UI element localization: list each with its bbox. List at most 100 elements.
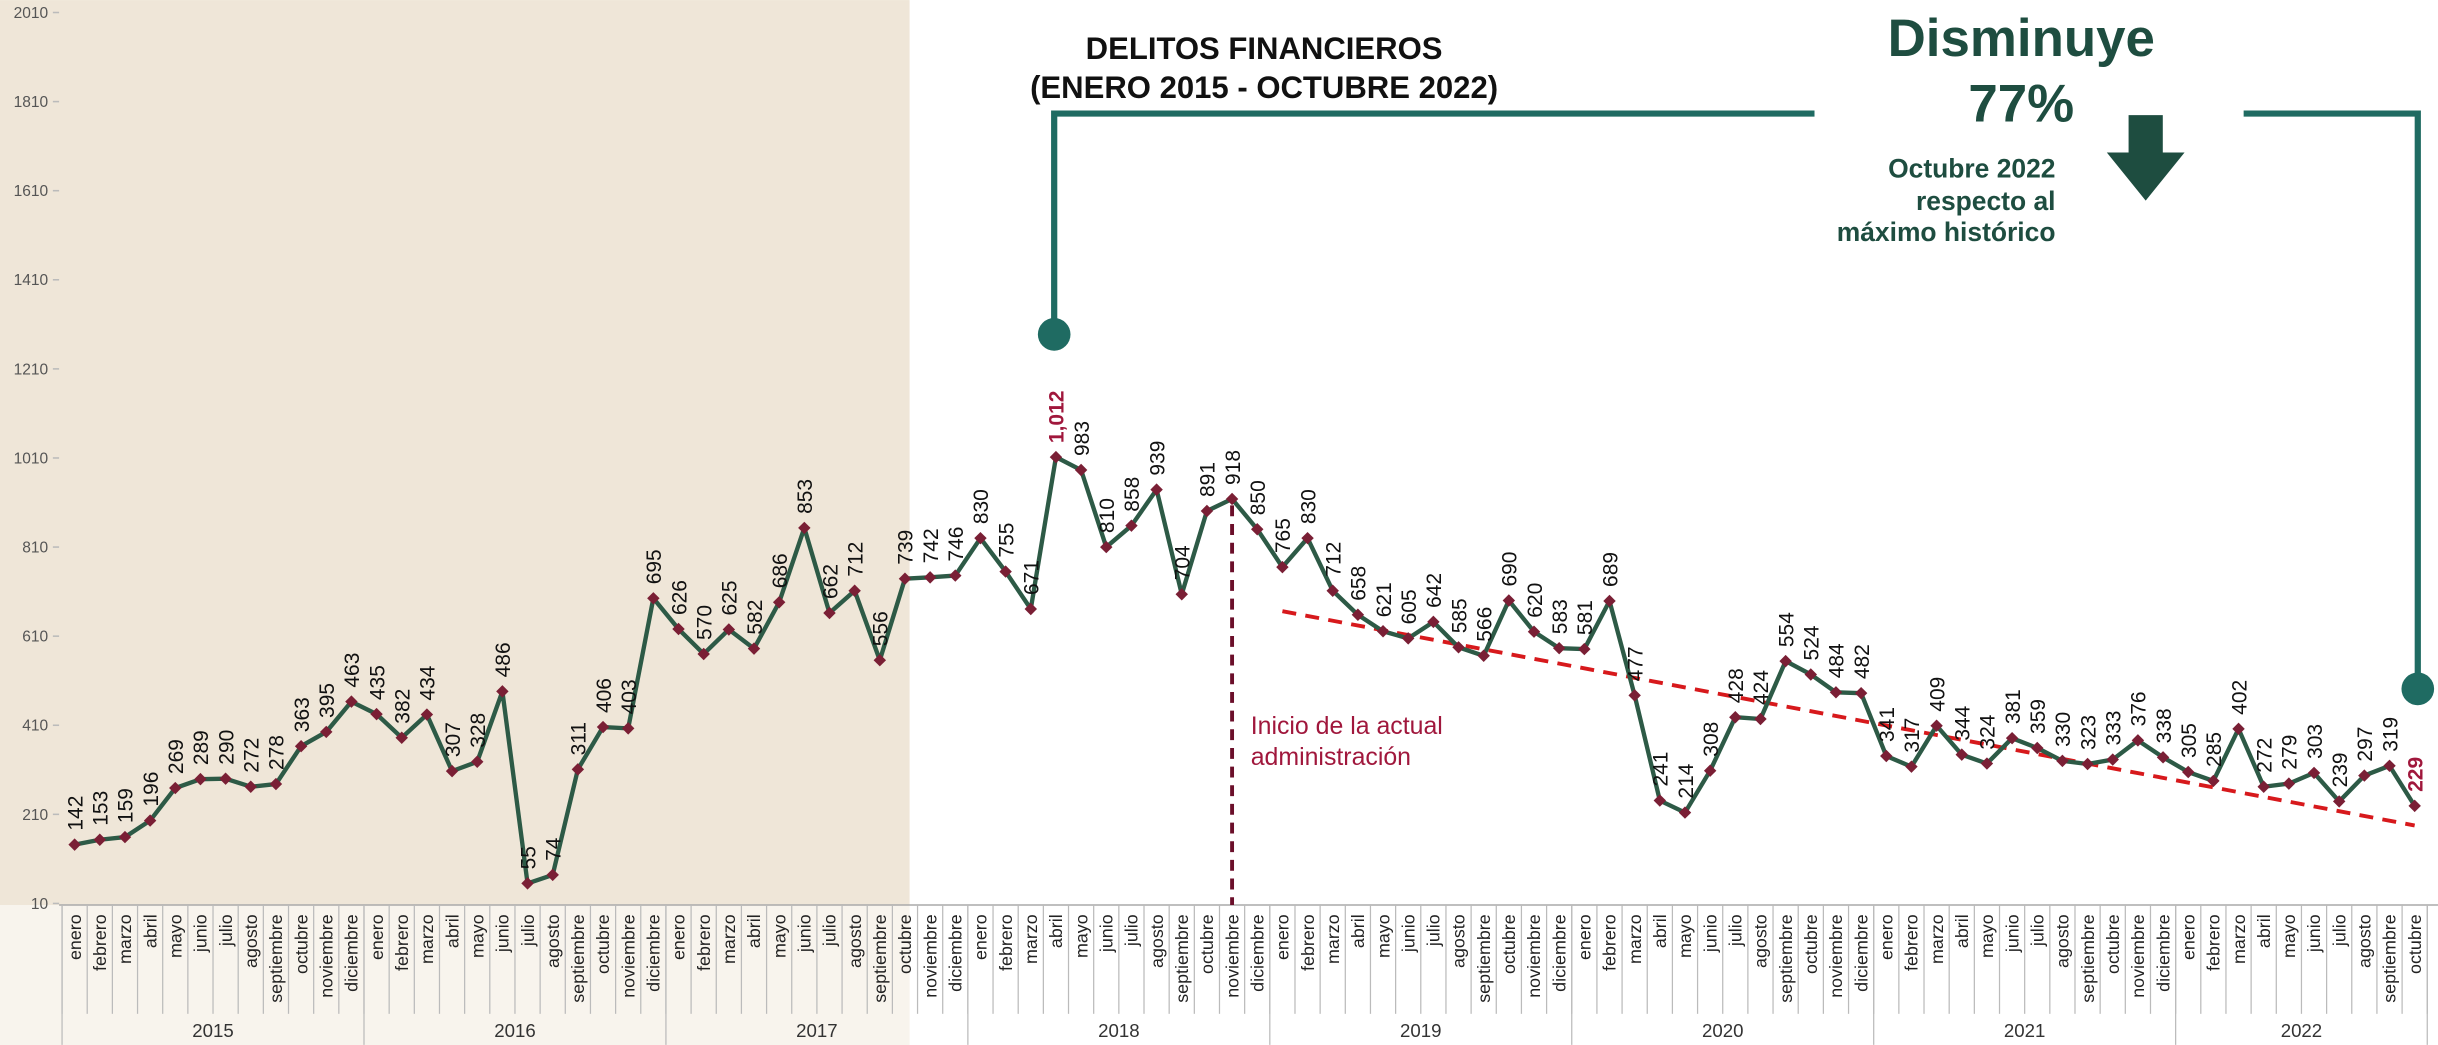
x-tick-label: agosto <box>2355 914 2375 968</box>
data-label: 229 <box>2404 757 2427 792</box>
data-label: 290 <box>215 730 238 765</box>
x-tick-label: abril <box>442 914 462 948</box>
x-tick-label: marzo <box>417 914 437 964</box>
data-label: 671 <box>1021 560 1044 595</box>
data-label: 712 <box>1322 542 1345 577</box>
data-label: 739 <box>895 530 918 565</box>
data-label: 477 <box>1624 646 1647 681</box>
data-label: 278 <box>266 735 289 770</box>
data-label: 272 <box>2253 738 2276 773</box>
data-point <box>1376 625 1390 638</box>
data-label: 55 <box>517 846 540 869</box>
note-line: respecto al <box>1916 186 2056 216</box>
data-point <box>1980 757 1994 770</box>
data-label: 566 <box>1473 607 1496 642</box>
note-line: máximo histórico <box>1837 217 2056 247</box>
data-label: 406 <box>593 678 616 713</box>
x-tick-label: abril <box>140 914 160 948</box>
data-label: 153 <box>90 791 113 826</box>
data-line <box>74 454 2417 886</box>
data-point <box>1754 712 1767 726</box>
x-tick-label: agosto <box>241 914 261 968</box>
x-tick-label: febrero <box>1600 914 1620 971</box>
x-tick-label: enero <box>2178 914 2198 960</box>
data-label: 424 <box>1750 670 1773 705</box>
data-label: 554 <box>1775 612 1798 647</box>
x-tick-label: febrero <box>392 914 412 971</box>
x-tick-label: septiembre <box>870 914 890 1002</box>
annotation: Inicio de la actual <box>1251 712 1443 740</box>
x-tick-label: febrero <box>2204 914 2224 971</box>
x-tick-label: mayo <box>1071 914 1091 958</box>
x-tick-label: octubre <box>1801 914 1821 974</box>
data-label: 918 <box>1222 450 1245 485</box>
x-tick-label: diciembre <box>1247 914 1267 992</box>
data-point <box>2081 757 2094 771</box>
data-label: 381 <box>2002 689 2025 724</box>
data-label: 341 <box>1876 707 1899 742</box>
data-label: 196 <box>140 772 163 807</box>
data-label: 344 <box>1952 705 1975 740</box>
x-tick-label: abril <box>1650 914 1670 948</box>
y-tick-label: 1410 <box>14 272 49 289</box>
data-label: 324 <box>1977 714 2000 749</box>
data-label: 402 <box>2228 680 2251 715</box>
data-point <box>596 720 610 734</box>
data-label: 581 <box>1574 600 1597 635</box>
x-tick-label: septiembre <box>1776 914 1796 1002</box>
x-tick-label: noviembre <box>920 914 940 998</box>
title: DELITOS FINANCIEROS (ENERO 2015 - OCTUBR… <box>1030 31 1498 105</box>
data-label: 755 <box>995 523 1018 558</box>
data-point <box>2131 734 2145 747</box>
year-label: 2021 <box>2004 1020 2045 1041</box>
data-label: 214 <box>1675 763 1698 798</box>
x-tick-label: junio <box>1398 914 1418 953</box>
data-label: 658 <box>1348 566 1371 601</box>
data-label: 662 <box>819 564 842 599</box>
x-tick-label: agosto <box>543 914 563 968</box>
x-tick-label: febrero <box>1298 914 1318 971</box>
data-label: 585 <box>1448 598 1471 633</box>
x-tick-label: agosto <box>845 914 865 968</box>
x-tick-label: agosto <box>1147 914 1167 968</box>
x-tick-label: febrero <box>694 914 714 971</box>
data-label: 891 <box>1197 462 1220 497</box>
data-point <box>848 584 861 597</box>
data-label: 605 <box>1398 589 1421 624</box>
x-tick-label: enero <box>65 914 85 960</box>
x-tick-label: junio <box>1700 914 1720 953</box>
x-tick-label: diciembre <box>2153 914 2173 992</box>
x-tick-label: octubre <box>291 914 311 974</box>
x-tick-label: junio <box>191 914 211 953</box>
data-label: 686 <box>769 553 792 588</box>
data-point <box>2282 777 2296 790</box>
data-label: 482 <box>1851 644 1874 679</box>
x-tick-label: septiembre <box>1474 914 1494 1002</box>
x-tick-label: febrero <box>90 914 110 971</box>
data-label: 435 <box>366 665 389 700</box>
data-point <box>294 739 308 753</box>
x-tick-label: mayo <box>1373 914 1393 958</box>
x-tick-label: julio <box>2027 914 2047 947</box>
data-label: 382 <box>392 689 415 724</box>
x-tick-label: marzo <box>115 914 135 964</box>
x-tick-label: marzo <box>719 914 739 964</box>
year-label: 2020 <box>1702 1020 1743 1041</box>
y-tick-label: 1210 <box>14 361 49 378</box>
data-point <box>1905 760 1918 773</box>
x-tick-label: agosto <box>1449 914 1469 968</box>
x-tick-label: diciembre <box>1549 914 1569 992</box>
y-tick-label: 210 <box>22 807 48 824</box>
x-tick-label: mayo <box>769 914 789 958</box>
x-tick-label: junio <box>1096 914 1116 953</box>
data-point <box>647 592 660 605</box>
data-label: 269 <box>165 739 188 774</box>
data-point <box>1477 649 1490 662</box>
x-tick-label: octubre <box>2405 914 2425 974</box>
x-tick-label: septiembre <box>266 914 286 1002</box>
data-label: 621 <box>1373 582 1396 617</box>
data-label: 626 <box>668 580 691 615</box>
x-tick-label: abril <box>1348 914 1368 948</box>
data-point <box>1527 625 1541 638</box>
data-label: 272 <box>241 738 264 773</box>
